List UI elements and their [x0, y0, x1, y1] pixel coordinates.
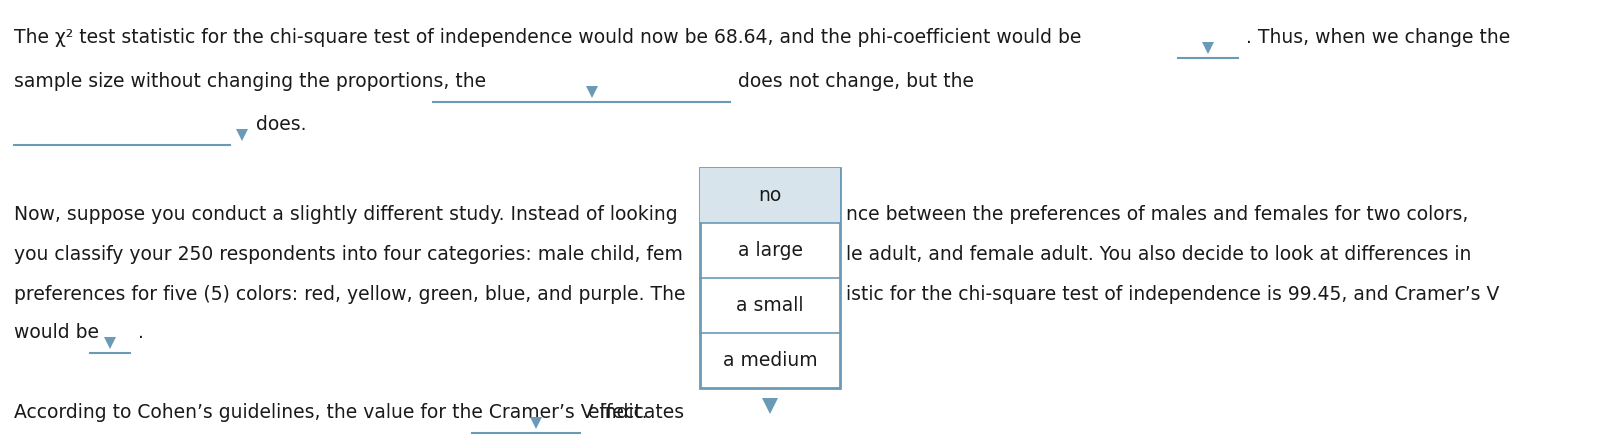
Text: a medium: a medium [722, 351, 818, 370]
Text: preferences for five (5) colors: red, yellow, green, blue, and purple. The: preferences for five (5) colors: red, ye… [15, 285, 685, 304]
Text: According to Cohen’s guidelines, the value for the Cramer’s V indicates: According to Cohen’s guidelines, the val… [15, 403, 684, 422]
Text: no: no [758, 186, 782, 205]
Text: does not change, but the: does not change, but the [739, 72, 974, 91]
Text: Now, suppose you conduct a slightly different study. Instead of looking: Now, suppose you conduct a slightly diff… [15, 205, 677, 224]
Text: a small: a small [737, 296, 803, 315]
Text: . Thus, when we change the: . Thus, when we change the [1246, 28, 1511, 47]
Text: sample size without changing the proportions, the: sample size without changing the proport… [15, 72, 486, 91]
Text: istic for the chi-square test of independence is 99.45, and Cramer’s V: istic for the chi-square test of indepen… [847, 285, 1500, 304]
Text: does.: does. [255, 115, 307, 134]
Text: would be: would be [15, 323, 99, 342]
Text: you classify your 250 respondents into four categories: male child, fem: you classify your 250 respondents into f… [15, 245, 684, 264]
Bar [700, 168, 840, 223]
Text: a large: a large [737, 241, 803, 260]
Text: le adult, and female adult. You also decide to look at differences in: le adult, and female adult. You also dec… [847, 245, 1472, 264]
Text: The χ² test statistic for the chi-square test of independence would now be 68.64: The χ² test statistic for the chi-square… [15, 28, 1081, 47]
Text: effect.: effect. [588, 403, 648, 422]
Text: nce between the preferences of males and females for two colors,: nce between the preferences of males and… [847, 205, 1469, 224]
Text: .: . [137, 323, 144, 342]
Bar [700, 168, 840, 388]
